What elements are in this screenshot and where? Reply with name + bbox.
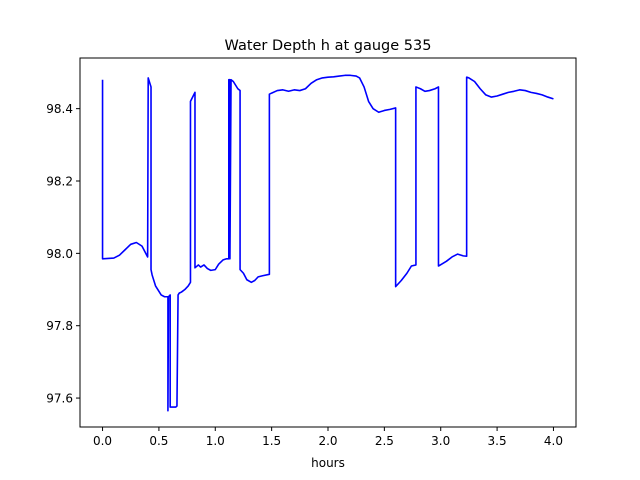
- x-tick-label: 1.0: [206, 434, 225, 448]
- x-tick-label: 2.0: [318, 434, 337, 448]
- x-tick-label: 3.5: [488, 434, 507, 448]
- x-tick-label: 2.5: [375, 434, 394, 448]
- x-tick-label: 3.0: [431, 434, 450, 448]
- chart-title: Water Depth h at gauge 535: [225, 38, 432, 54]
- y-tick-label: 98.4: [46, 102, 73, 116]
- x-tick-label: 4.0: [544, 434, 563, 448]
- x-axis: 0.0 0.5 1.0 1.5 2.0 2.5 3.0 3.5 4.0: [93, 427, 563, 448]
- series-line-0: [101, 74, 554, 412]
- x-axis-label: hours: [311, 456, 345, 470]
- plot-area: [101, 74, 554, 412]
- x-tick-label: 1.5: [262, 434, 281, 448]
- y-tick-label: 97.6: [46, 392, 73, 406]
- x-tick-label: 0.0: [93, 434, 112, 448]
- axes-frame: [79, 57, 577, 428]
- y-tick-label: 98.0: [46, 247, 73, 261]
- y-axis: 97.6 97.8 98.0 98.2 98.4: [46, 102, 80, 406]
- x-tick-label: 0.5: [149, 434, 168, 448]
- y-tick-label: 98.2: [46, 175, 73, 189]
- y-tick-label: 97.8: [46, 319, 73, 333]
